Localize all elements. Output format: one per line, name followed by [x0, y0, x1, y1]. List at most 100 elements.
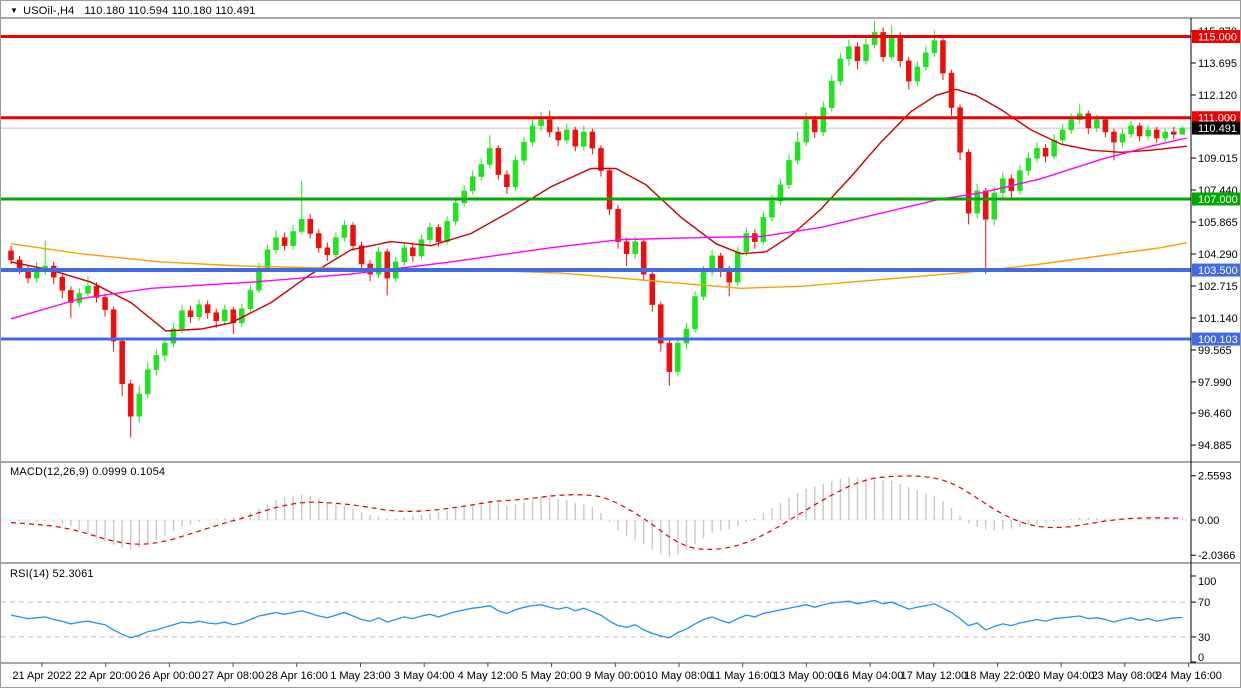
candle-body	[683, 328, 690, 344]
candle-body	[222, 309, 228, 322]
price-badge-label: 107.000	[1198, 194, 1238, 206]
candle-body	[1059, 129, 1066, 141]
candle-body	[743, 233, 750, 253]
candle-body	[974, 190, 980, 214]
candle-body	[401, 247, 408, 263]
candle-body	[854, 46, 861, 62]
candle-body	[546, 119, 553, 133]
candle-body	[1119, 133, 1126, 143]
candle-body	[914, 66, 921, 82]
candle-body	[102, 297, 108, 310]
date-label: 27 Apr 08:00	[202, 670, 264, 682]
candle-body	[837, 58, 844, 82]
candle-body	[418, 239, 425, 257]
main-chart-panel[interactable]	[1, 18, 1191, 462]
candle-body	[769, 200, 775, 218]
candle-body	[273, 237, 279, 251]
candle-body	[59, 276, 66, 291]
date-scale-area[interactable]	[1, 663, 1241, 688]
candle-body	[1025, 158, 1032, 171]
candle-body	[33, 270, 40, 279]
macd-signal-line	[10, 475, 1183, 551]
candle-body	[1128, 125, 1134, 135]
price-badge-label: 115.000	[1198, 31, 1237, 43]
date-axis[interactable]: 21 Apr 2022 22 Apr 20:00 26 Apr 00:00 27 Ap…	[12, 663, 1222, 682]
date-label: 16 May 04:00	[837, 670, 904, 682]
candle-body	[991, 192, 997, 220]
candle-body	[1171, 131, 1177, 135]
price-tick-label: 105.865	[1198, 217, 1238, 229]
candle-body	[170, 328, 177, 344]
candle-body	[298, 219, 305, 232]
candle-body	[1179, 127, 1186, 135]
candle-body	[615, 208, 621, 242]
candle-body	[179, 310, 185, 330]
price-badge-107.000	[1192, 192, 1240, 206]
price-badge-110.491	[1192, 121, 1240, 135]
candle-body	[794, 141, 801, 161]
candle-body	[127, 383, 134, 417]
price-badge-label: 110.491	[1198, 123, 1237, 135]
date-label: 21 Apr 2022	[12, 670, 71, 682]
moving-average-orange	[10, 241, 1188, 290]
candle-body	[1136, 125, 1143, 137]
candle-body	[709, 255, 715, 273]
candle-body	[1145, 129, 1151, 137]
candle-body	[940, 40, 946, 74]
candle-body	[982, 190, 989, 220]
candle-body	[957, 107, 963, 153]
candle-body	[606, 170, 613, 210]
candle-body	[931, 40, 938, 53]
candle-body	[965, 152, 972, 214]
candle-body	[384, 251, 390, 279]
date-label: 11 May 16:00	[710, 670, 776, 682]
candle-body	[350, 225, 356, 246]
candle-body	[1068, 119, 1074, 131]
candle-body	[803, 119, 809, 143]
candle-body	[1034, 147, 1040, 159]
macd-histogram	[10, 476, 1184, 557]
candle-body	[333, 237, 339, 256]
price-tick-label: 96.460	[1198, 408, 1232, 420]
candle-body	[777, 184, 784, 202]
candle-body	[888, 36, 895, 58]
price-tick-label: 113.695	[1198, 58, 1237, 70]
candle-body	[658, 304, 664, 344]
candles-layer[interactable]	[8, 21, 1186, 438]
candle-body	[153, 355, 160, 370]
candle-body	[8, 250, 14, 261]
candle-body	[786, 160, 792, 186]
candle-body	[256, 267, 262, 291]
candle-body	[461, 190, 467, 204]
price-tick-label: 109.015	[1198, 153, 1238, 165]
date-label: 1 May 23:00	[330, 670, 391, 682]
rsi-line	[10, 599, 1183, 639]
candle-body	[1051, 139, 1057, 157]
candle-body	[512, 160, 519, 188]
macd-panel[interactable]	[1, 462, 1191, 563]
candle-body	[1094, 119, 1100, 129]
price-tick-label: 99.565	[1198, 345, 1232, 357]
candle-body	[213, 312, 219, 322]
candle-body	[247, 290, 254, 309]
candle-body	[119, 340, 125, 385]
candle-body	[829, 80, 835, 108]
candle-body	[820, 107, 826, 133]
candle-body	[358, 245, 365, 265]
macd-tick-label: 2.5593	[1198, 471, 1232, 483]
candle-body	[811, 119, 818, 133]
candle-body	[623, 241, 630, 255]
price-tick-label: 101.140	[1198, 313, 1238, 325]
date-label: 18 May 22:00	[964, 670, 1031, 682]
candle-body	[581, 131, 587, 147]
candle-body	[897, 36, 903, 62]
date-label: 23 May 08:00	[1092, 670, 1159, 682]
date-label: 5 May 20:00	[521, 670, 582, 682]
candle-body	[752, 233, 758, 242]
candle-body	[375, 251, 382, 275]
rsi-tick-label: 30	[1198, 632, 1210, 644]
candle-body	[572, 129, 579, 147]
date-label: 9 May 00:00	[585, 670, 646, 682]
candle-body	[410, 247, 416, 257]
